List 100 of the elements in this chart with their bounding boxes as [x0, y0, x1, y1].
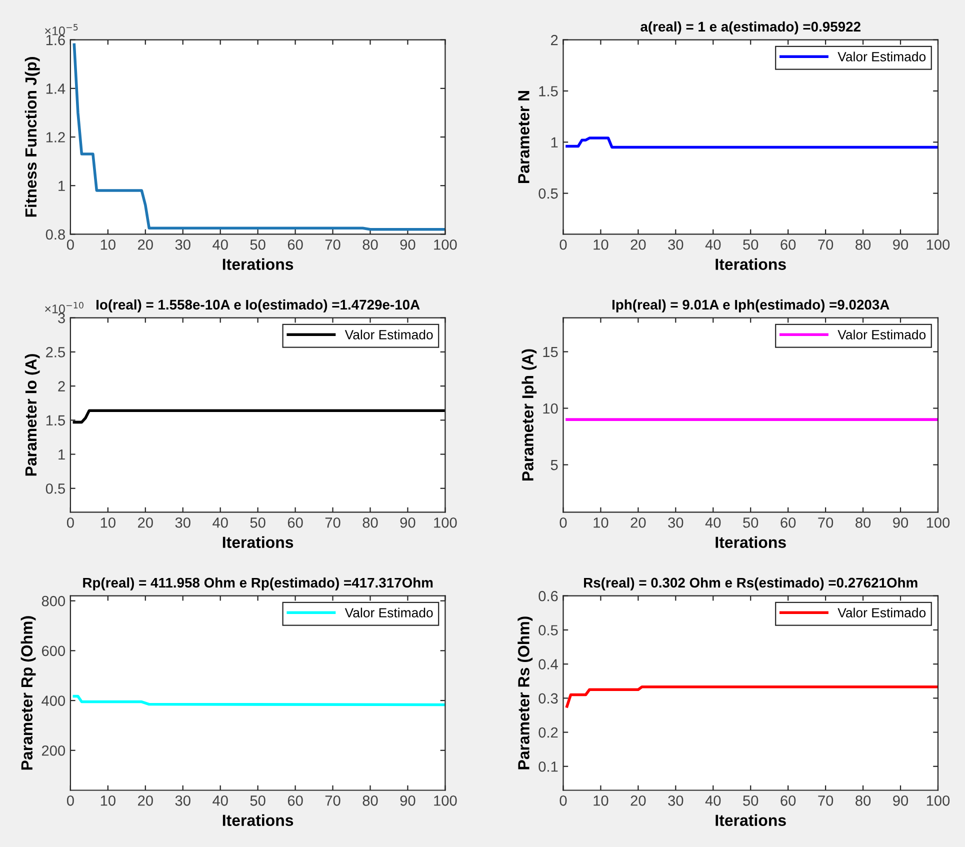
- x-tick-label: 50: [250, 517, 266, 528]
- x-tick-label: 10: [100, 517, 116, 528]
- x-tick-label: 30: [668, 239, 684, 250]
- y-tick-label: 5: [550, 460, 558, 470]
- x-tick-label: 0: [66, 795, 74, 806]
- x-tick-label: 90: [400, 795, 416, 806]
- text: ×10$^{−10}$: [45, 302, 84, 314]
- x-tick-label: 80: [362, 239, 378, 250]
- chart-title: Rs(real) = 0.302 Ohm e Rs(estimado) =0.27621Ohm: [584, 577, 918, 590]
- y-axis-title: Parameter N: [518, 91, 530, 184]
- y-tick-label: 1.6: [46, 34, 65, 46]
- x-tick-label: 40: [705, 517, 721, 528]
- y-tick-label: 0.5: [538, 188, 558, 199]
- x-tick-label: 100: [926, 795, 950, 806]
- y-tick-label: 1: [58, 180, 65, 191]
- x-tick-label: 60: [780, 517, 796, 528]
- y-tick-label: 1.5: [46, 415, 65, 426]
- legend-label: Valor Estimado: [838, 52, 926, 62]
- x-tick-label: 20: [630, 795, 646, 806]
- x-tick-label: 20: [630, 517, 646, 528]
- x-tick-label: 10: [594, 795, 608, 806]
- y-axis-title: Parameter Io (A): [24, 354, 40, 476]
- x-tick-label: 100: [434, 239, 457, 250]
- y-tick-label: 1.4: [46, 84, 66, 94]
- legend-label: Valor Estimado: [344, 330, 433, 340]
- line-series: [72, 694, 446, 706]
- y-tick-label: 1.2: [46, 132, 65, 142]
- x-tick-label: 70: [818, 795, 834, 806]
- y-tick-label: 800: [42, 596, 66, 606]
- x-tick-label: 50: [743, 795, 758, 806]
- x-tick-label: 70: [325, 239, 340, 250]
- y-tick-label: 2.5: [46, 347, 65, 358]
- y-tick-label: 2: [551, 34, 558, 46]
- x-tick-label: 0: [560, 795, 567, 806]
- x-tick-label: 100: [926, 239, 950, 250]
- x-tick-label: 10: [594, 239, 608, 250]
- text: ×10$^{−5}$: [45, 24, 78, 36]
- y-tick-label: 0.5: [538, 625, 558, 636]
- y-tick-label: 0.4: [538, 659, 558, 670]
- line-series: [566, 136, 938, 149]
- y-tick-label: 0.6: [538, 590, 558, 602]
- x-tick-label: 40: [212, 517, 228, 528]
- x-tick-label: 80: [362, 795, 378, 806]
- x-tick-label: 60: [288, 239, 303, 250]
- x-tick-label: 60: [288, 795, 303, 806]
- x-tick-label: 40: [212, 795, 228, 806]
- x-tick-label: 60: [780, 239, 796, 250]
- x-tick-label: 70: [325, 795, 340, 806]
- y-tick-label: 0.3: [538, 693, 558, 704]
- line-series: [72, 43, 446, 231]
- x-tick-label: 20: [138, 795, 153, 806]
- y-tick-label: 0.8: [46, 229, 65, 240]
- y-tick-label: 2: [58, 381, 65, 392]
- x-tick-label: 40: [705, 239, 721, 250]
- x-tick-label: 0: [560, 239, 567, 250]
- x-axis-title: Iterations: [716, 536, 786, 548]
- x-tick-label: 50: [743, 239, 758, 250]
- x-tick-label: 90: [893, 239, 908, 250]
- x-tick-label: 100: [926, 517, 950, 528]
- x-tick-label: 50: [743, 517, 758, 528]
- y-axis-title: Parameter Rp (Ohm): [20, 616, 36, 770]
- y-tick-label: 600: [42, 646, 66, 656]
- x-tick-label: 40: [705, 795, 721, 806]
- y-tick-label: 1.5: [539, 86, 558, 96]
- x-axis-title: Iterations: [716, 258, 786, 270]
- x-tick-label: 70: [818, 517, 834, 528]
- x-tick-label: 80: [362, 517, 378, 528]
- x-tick-label: 10: [100, 239, 116, 250]
- y-axis-title: Parameter Rs (Ohm): [518, 616, 533, 770]
- x-tick-label: 40: [212, 239, 228, 250]
- x-tick-label: 80: [856, 239, 871, 250]
- y-tick-label: 15: [543, 346, 558, 358]
- x-tick-label: 10: [100, 795, 116, 806]
- x-tick-label: 20: [630, 239, 646, 250]
- line-series: [566, 686, 938, 708]
- x-tick-label: 90: [893, 795, 908, 806]
- x-tick-label: 90: [400, 239, 416, 250]
- x-tick-label: 20: [138, 517, 153, 528]
- x-tick-label: 30: [175, 517, 190, 528]
- x-tick-label: 0: [66, 517, 74, 528]
- x-tick-label: 60: [288, 517, 303, 528]
- y-tick-label: 0.2: [538, 727, 558, 738]
- x-axis-title: Iterations: [222, 536, 294, 548]
- x-tick-label: 30: [175, 239, 190, 250]
- chart-title: a(real) = 1 e a(estimado) =0.95922: [640, 21, 860, 34]
- x-tick-label: 70: [325, 517, 340, 528]
- x-tick-label: 90: [893, 517, 908, 528]
- x-tick-label: 30: [668, 517, 684, 528]
- y-tick-label: 3: [58, 312, 65, 324]
- x-tick-label: 100: [434, 517, 457, 528]
- x-axis-title: Iterations: [716, 814, 786, 826]
- x-tick-label: 0: [66, 239, 74, 250]
- y-tick-label: 400: [42, 696, 66, 706]
- x-tick-label: 100: [434, 795, 457, 806]
- y-tick-label: 1: [551, 137, 558, 148]
- x-tick-label: 80: [856, 795, 871, 806]
- y-tick-label: 0.1: [538, 761, 558, 772]
- x-tick-label: 90: [400, 517, 416, 528]
- y-tick-label: 1: [58, 450, 65, 460]
- x-tick-label: 70: [818, 239, 834, 250]
